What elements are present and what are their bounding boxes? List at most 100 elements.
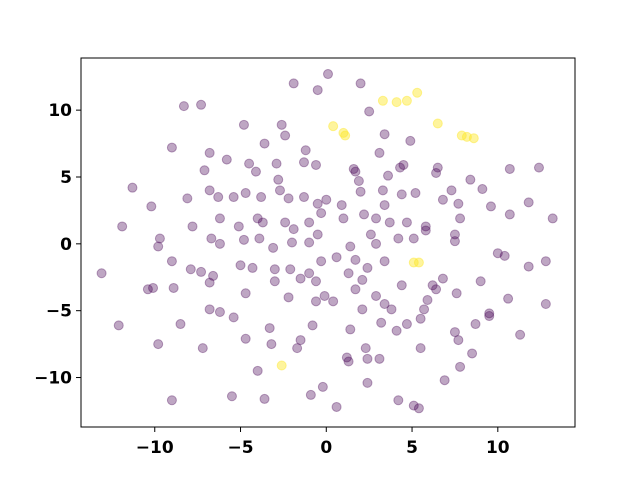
point: [266, 339, 277, 350]
point: [276, 360, 287, 371]
point: [197, 343, 208, 354]
point: [204, 147, 215, 158]
point: [295, 335, 306, 346]
x-tick-label: −10: [136, 438, 174, 458]
point: [364, 106, 375, 117]
point: [214, 213, 225, 224]
point: [475, 276, 486, 287]
point: [393, 233, 404, 244]
point: [432, 118, 443, 129]
point: [175, 319, 186, 330]
point: [310, 276, 321, 287]
point: [228, 312, 239, 323]
point: [415, 343, 426, 354]
point: [413, 257, 424, 268]
point: [182, 193, 193, 204]
point: [252, 365, 263, 376]
point: [240, 288, 251, 299]
point: [504, 163, 515, 174]
point: [274, 185, 285, 196]
point: [419, 304, 430, 315]
point: [187, 221, 198, 232]
point: [269, 264, 280, 275]
point: [449, 327, 460, 338]
point: [310, 159, 321, 170]
point: [214, 307, 225, 318]
point: [168, 282, 179, 293]
point: [345, 241, 356, 252]
point: [276, 119, 287, 130]
point: [238, 234, 249, 245]
point: [319, 290, 330, 301]
point: [350, 166, 361, 177]
point: [343, 268, 354, 279]
point: [362, 377, 373, 388]
point: [204, 304, 215, 315]
point: [449, 229, 460, 240]
point: [304, 268, 315, 279]
point: [371, 238, 382, 249]
point: [515, 329, 526, 340]
point: [288, 78, 299, 89]
point: [355, 78, 366, 89]
point: [321, 194, 332, 205]
point: [415, 313, 426, 324]
point: [264, 323, 275, 334]
point: [353, 176, 364, 186]
point: [312, 229, 323, 240]
point: [405, 135, 416, 146]
point: [453, 198, 464, 209]
point: [456, 130, 467, 141]
point: [271, 158, 282, 169]
point: [300, 145, 311, 156]
point: [196, 99, 207, 110]
point: [523, 197, 534, 208]
point: [377, 185, 388, 196]
point: [214, 238, 225, 249]
point: [286, 237, 297, 248]
point: [420, 221, 431, 232]
point: [357, 274, 368, 285]
point: [420, 225, 431, 236]
point: [127, 182, 138, 193]
point: [437, 273, 448, 284]
point: [338, 127, 349, 138]
point: [431, 284, 442, 295]
point: [256, 192, 267, 203]
point: [310, 296, 321, 307]
point: [384, 217, 395, 228]
point: [408, 233, 419, 244]
point: [312, 85, 323, 96]
y-tick-label: 0: [60, 235, 72, 255]
point: [371, 213, 382, 224]
point: [345, 324, 356, 335]
point: [323, 69, 333, 80]
point: [295, 273, 306, 284]
point: [492, 248, 503, 259]
x-tick-label: 10: [486, 438, 510, 458]
point: [292, 343, 303, 354]
point: [247, 262, 258, 273]
point: [383, 170, 394, 181]
point: [307, 320, 318, 331]
point: [268, 242, 279, 253]
point: [379, 129, 390, 140]
point: [408, 400, 419, 411]
point: [285, 264, 296, 275]
point: [178, 101, 189, 112]
point: [154, 233, 165, 244]
point: [316, 256, 327, 267]
point: [142, 284, 153, 295]
point: [117, 221, 128, 232]
point: [453, 335, 464, 346]
point: [206, 233, 217, 244]
point: [304, 237, 315, 248]
point: [422, 294, 433, 305]
plot-frame: [80, 57, 576, 428]
point: [540, 256, 551, 267]
point: [280, 217, 291, 228]
point: [449, 236, 460, 247]
point: [348, 163, 359, 174]
point: [499, 250, 510, 261]
point: [208, 270, 219, 281]
